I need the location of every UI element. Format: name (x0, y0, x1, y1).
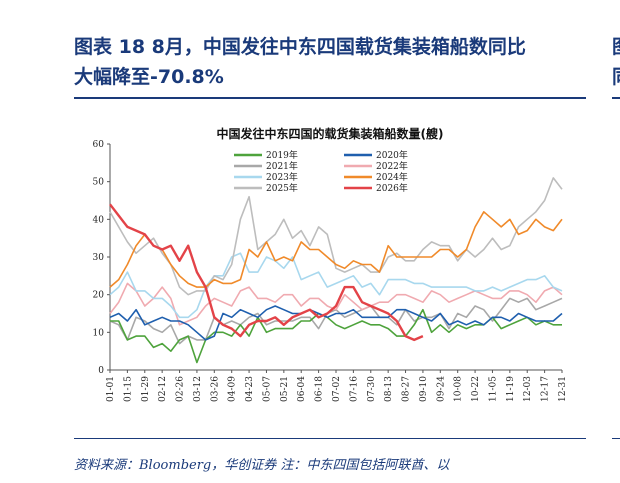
y-tick-label: 30 (93, 253, 105, 263)
x-tick-label: 02-12 (158, 376, 168, 402)
series-line-2026年 (109, 203, 424, 342)
x-tick-label: 05-07 (262, 376, 272, 402)
x-tick-label: 12-17 (541, 376, 551, 402)
x-tick-label: 08-27 (402, 376, 412, 402)
chart-title: 中国发往中东四国的载货集装箱船数量(艘) (217, 126, 444, 141)
legend-label-2022年: 2022年 (376, 160, 408, 172)
series-line-2023年 (109, 252, 563, 319)
x-tick-label: 04-23 (245, 376, 255, 402)
x-tick-label: 12-31 (558, 376, 568, 402)
x-tick-label: 06-18 (315, 376, 325, 402)
source-note: 资料来源：Bloomberg，华创证券 注：中东四国包括阿联酋、以 (74, 458, 450, 473)
x-tick-label: 10-08 (454, 376, 464, 402)
figure-title: 图表 18 8月，中国发往中东四国载货集装箱船数同比 大幅降至-70.8% (74, 32, 594, 92)
legend-label-2025年: 2025年 (266, 182, 298, 194)
series-line-2025年 (109, 177, 563, 296)
legend-label-2019年: 2019年 (266, 149, 298, 161)
series-line-2020年 (109, 305, 563, 341)
title-divider (74, 97, 586, 99)
x-tick-label: 02-26 (176, 376, 186, 402)
y-tick-label: 20 (93, 291, 105, 301)
x-tick-label: 04-09 (228, 376, 238, 402)
y-tick-label: 50 (93, 178, 105, 188)
title-divider-stub (612, 97, 620, 99)
next-figure-title-stub-2: 同 (612, 62, 620, 89)
y-tick-label: 40 (93, 215, 105, 225)
x-tick-label: 11-19 (506, 376, 516, 402)
legend-label-2020年: 2020年 (376, 149, 408, 161)
figure-title-line2: 大幅降至-70.8% (74, 66, 224, 88)
source-divider (74, 438, 586, 439)
x-tick-label: 10-22 (471, 376, 481, 402)
legend-label-2023年: 2023年 (266, 171, 298, 183)
source-divider-stub (612, 438, 620, 439)
y-tick-label: 0 (98, 366, 104, 376)
next-figure-title-stub-1: 图 (612, 32, 620, 59)
x-tick-label: 07-16 (349, 376, 359, 402)
x-tick-label: 07-02 (332, 376, 342, 402)
x-tick-label: 05-21 (280, 376, 290, 402)
x-tick-label: 08-13 (384, 376, 394, 402)
y-tick-label: 10 (93, 328, 105, 338)
series-line-2022年 (109, 282, 563, 326)
x-tick-label: 03-26 (210, 376, 220, 402)
legend-label-2024年: 2024年 (376, 171, 408, 183)
legend-label-2021年: 2021年 (266, 160, 298, 172)
x-tick-label: 09-24 (436, 376, 446, 402)
series-line-2024年 (109, 211, 563, 288)
x-tick-label: 11-05 (488, 376, 498, 402)
chart-series (109, 177, 563, 364)
figure-title-line1: 图表 18 8月，中国发往中东四国载货集装箱船数同比 (74, 36, 526, 58)
x-tick-label: 12-03 (523, 376, 533, 402)
chart-legend: 2019年 2020年 2021年 2022年 2023年 2024年 2025年 2026年 (234, 149, 408, 194)
x-tick-label: 09-10 (419, 376, 429, 402)
x-tick-label: 01-29 (141, 376, 151, 402)
x-tick-label: 01-15 (123, 376, 133, 402)
x-tick-label: 06-04 (297, 376, 307, 402)
x-tick-label: 03-12 (193, 376, 203, 402)
y-tick-label: 60 (93, 140, 105, 150)
legend-label-2026年: 2026年 (376, 182, 408, 194)
chart-axes: 0 10 20 30 40 50 60 01-01 01-15 01-29 02-12 02-26 03… (93, 140, 568, 402)
x-tick-label: 07-30 (367, 376, 377, 402)
x-tick-label: 01-01 (106, 376, 116, 402)
